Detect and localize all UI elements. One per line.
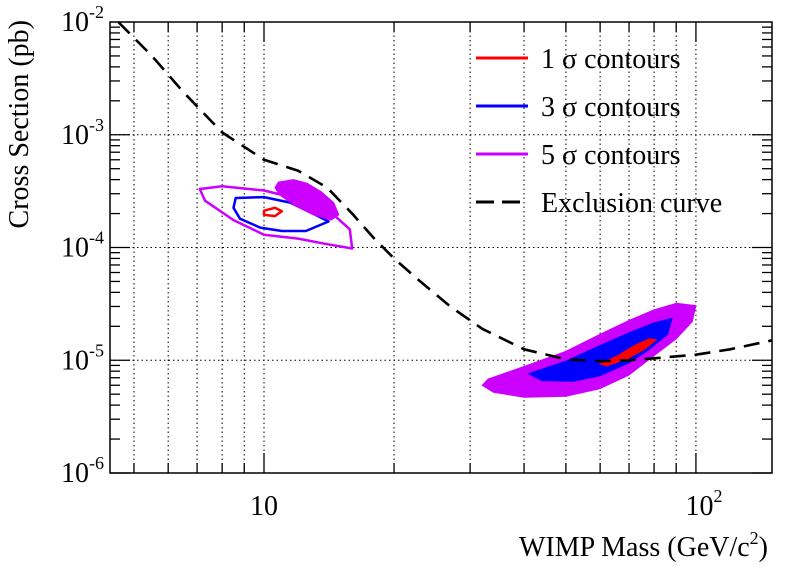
contour-3-sigma [232, 195, 330, 233]
x-axis-title: WIMP Mass (GeV/c2) [519, 528, 768, 563]
contour-layer [198, 179, 697, 398]
frame-layer [109, 21, 773, 474]
x-tick-label: 102 [685, 486, 722, 522]
legend-entry: 1 σ contours [476, 44, 681, 75]
low-mass-filled-blob [274, 179, 340, 221]
x-tick-label: 10 [250, 491, 278, 522]
legend-label: 1 σ contours [541, 44, 681, 75]
high-mass-region [481, 302, 697, 398]
y-tick-label: 10-5 [61, 340, 104, 376]
contour-5-sigma [198, 184, 354, 250]
legend: 1 σ contours 3 σ contours 5 σ contours Excl… [476, 44, 722, 219]
exclusion-layer [117, 21, 773, 363]
tick-label-layer: 10-6 10-5 10-4 10-3 10-2 10 102 [61, 2, 722, 522]
legend-label: Exclusion curve [541, 188, 722, 219]
y-tick-label: 10-3 [61, 115, 104, 151]
legend-entry: 3 σ contours [476, 92, 681, 123]
y-tick-label: 10-6 [61, 453, 104, 489]
contour-3-sigma [528, 317, 673, 382]
legend-entry: Exclusion curve [476, 188, 722, 219]
exclusion-curve [117, 21, 773, 363]
y-axis-title: Cross Section (pb) [4, 20, 35, 228]
y-tick-label: 10-4 [61, 228, 104, 264]
x-axis-title-close: ) [759, 532, 768, 563]
x-axis-title-superscript: 2 [750, 528, 759, 548]
y-tick-label: 10-2 [61, 2, 104, 38]
legend-entry: 5 σ contours [476, 140, 681, 171]
low-mass-region [198, 184, 354, 250]
legend-label: 3 σ contours [541, 92, 681, 123]
grid [110, 22, 772, 473]
contour-1-sigma [262, 206, 284, 218]
contour-5-sigma [274, 179, 340, 221]
contour-1-sigma [599, 338, 657, 367]
legend-label: 5 σ contours [541, 140, 681, 171]
